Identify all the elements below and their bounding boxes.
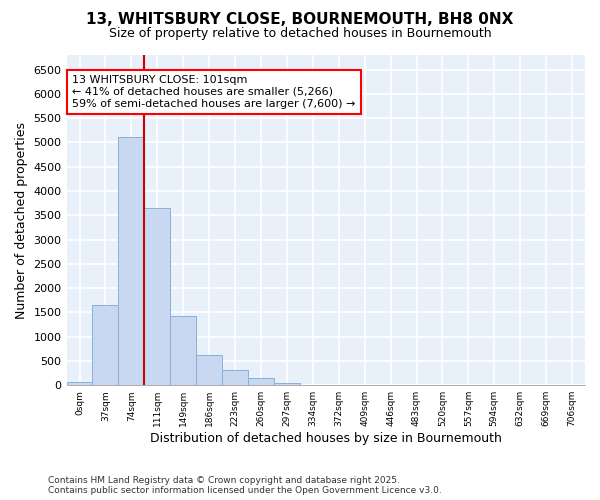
Bar: [67, 382, 92, 385]
Bar: [145, 208, 170, 385]
Bar: [92, 305, 118, 385]
Bar: [222, 370, 248, 385]
X-axis label: Distribution of detached houses by size in Bournemouth: Distribution of detached houses by size …: [150, 432, 502, 445]
Text: Size of property relative to detached houses in Bournemouth: Size of property relative to detached ho…: [109, 28, 491, 40]
Bar: [170, 316, 196, 385]
Bar: [118, 136, 145, 385]
Bar: [196, 355, 222, 385]
Text: 13, WHITSBURY CLOSE, BOURNEMOUTH, BH8 0NX: 13, WHITSBURY CLOSE, BOURNEMOUTH, BH8 0N…: [86, 12, 514, 28]
Bar: [274, 383, 300, 385]
Y-axis label: Number of detached properties: Number of detached properties: [15, 122, 28, 318]
Text: 13 WHITSBURY CLOSE: 101sqm
← 41% of detached houses are smaller (5,266)
59% of s: 13 WHITSBURY CLOSE: 101sqm ← 41% of deta…: [72, 76, 356, 108]
Text: Contains HM Land Registry data © Crown copyright and database right 2025.
Contai: Contains HM Land Registry data © Crown c…: [48, 476, 442, 495]
Bar: [248, 378, 274, 385]
